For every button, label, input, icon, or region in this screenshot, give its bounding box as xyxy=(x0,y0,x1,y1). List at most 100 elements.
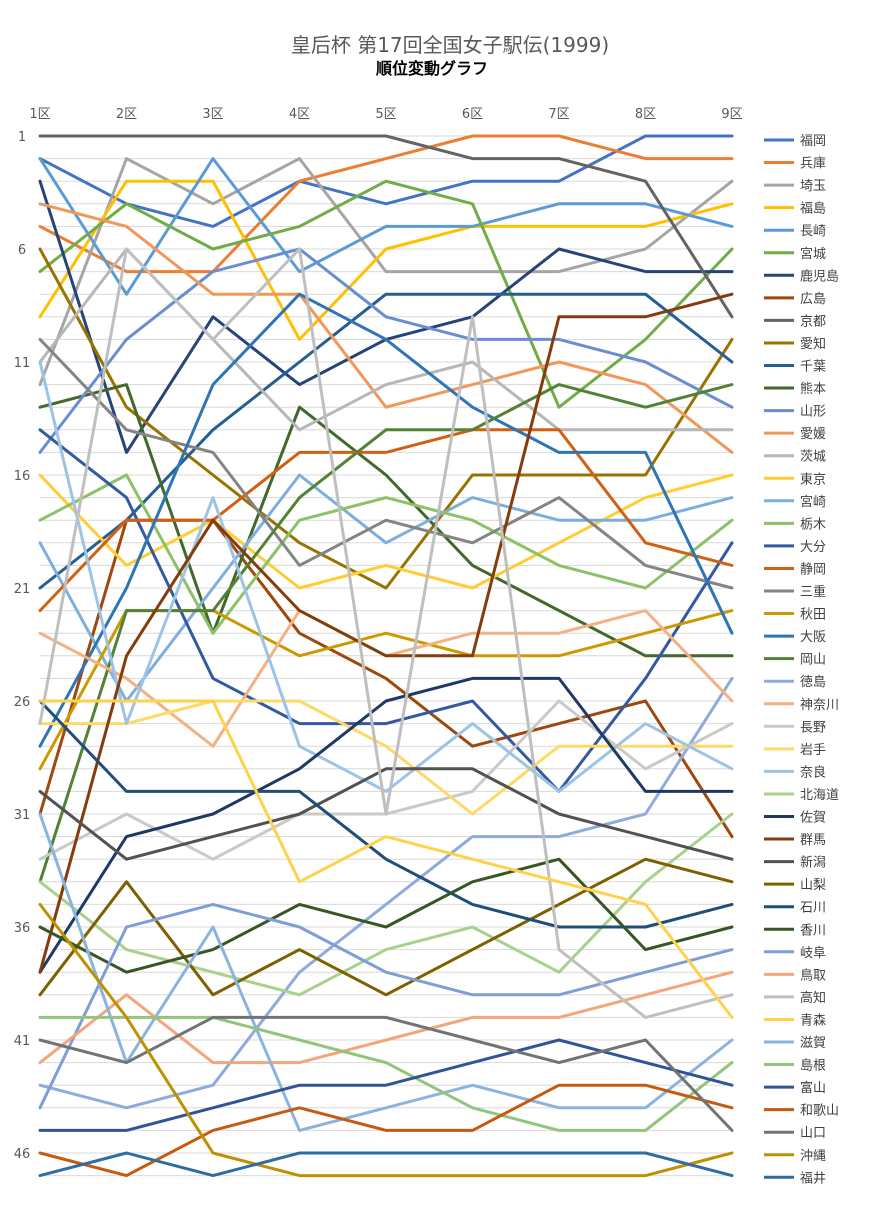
series-lines xyxy=(38,134,734,1178)
series-line xyxy=(38,1151,734,1178)
legend-label: 京都 xyxy=(800,314,826,329)
legend-label: 徳島 xyxy=(800,675,826,690)
legend-label: 沖縄 xyxy=(800,1149,826,1164)
y-tick-label: 31 xyxy=(14,808,31,823)
series-line xyxy=(38,337,734,590)
legend-label: 千葉 xyxy=(800,360,826,375)
series-line xyxy=(38,473,734,635)
series-line xyxy=(38,767,734,861)
x-tick-label: 4区 xyxy=(289,107,310,122)
y-tick-label: 26 xyxy=(14,695,31,710)
legend-label: 高知 xyxy=(800,990,826,1006)
legend-label: 熊本 xyxy=(800,381,826,397)
series-line xyxy=(38,247,734,454)
series-line xyxy=(38,1015,734,1132)
series-line xyxy=(38,857,734,974)
x-tick-label: 8区 xyxy=(635,107,656,122)
series-line xyxy=(38,699,734,1019)
legend-label: 山口 xyxy=(800,1126,826,1141)
y-tick-label: 36 xyxy=(14,921,31,936)
legend-label: 佐賀 xyxy=(800,811,826,826)
legend: 福岡兵庫埼玉福島長崎宮城鹿児島広島京都愛知千葉熊本山形愛媛茨城東京宮崎栃木大分静… xyxy=(764,134,839,1186)
legend-label: 秋田 xyxy=(800,608,826,623)
legend-label: 長野 xyxy=(800,720,826,735)
legend-label: 鹿児島 xyxy=(800,268,839,284)
series-line xyxy=(38,360,734,793)
series-line xyxy=(38,812,734,997)
legend-label: 兵庫 xyxy=(800,157,826,172)
legend-label: 和歌山 xyxy=(800,1104,839,1119)
x-tick-label: 3区 xyxy=(202,107,223,122)
legend-label: 愛知 xyxy=(800,336,826,352)
legend-label: 岩手 xyxy=(800,743,826,758)
series-line xyxy=(38,676,734,1110)
series-line xyxy=(38,1038,734,1132)
legend-label: 広島 xyxy=(800,292,826,307)
series-line xyxy=(38,473,734,590)
series-line xyxy=(38,134,734,274)
x-tick-label: 9区 xyxy=(721,107,742,122)
chart-title: 皇后杯 第17回全国女子駅伝(1999) xyxy=(291,33,609,57)
x-tick-label: 5区 xyxy=(375,107,396,122)
legend-label: 宮城 xyxy=(800,246,826,262)
x-tick-label: 1区 xyxy=(29,107,50,122)
series-line xyxy=(38,247,734,1019)
legend-label: 東京 xyxy=(800,471,826,487)
y-tick-label: 1 xyxy=(18,130,26,145)
legend-label: 大分 xyxy=(800,540,826,555)
x-tick-label: 7区 xyxy=(548,107,569,122)
legend-label: 山形 xyxy=(800,405,826,420)
series-line xyxy=(38,134,734,319)
legend-label: 静岡 xyxy=(800,562,826,577)
legend-label: 島根 xyxy=(800,1059,826,1074)
legend-label: 香川 xyxy=(800,923,826,938)
series-line xyxy=(38,247,734,590)
series-line xyxy=(38,292,734,590)
legend-label: 茨城 xyxy=(800,450,826,465)
legend-label: 長崎 xyxy=(800,224,826,239)
series-line xyxy=(38,157,734,387)
legend-label: 石川 xyxy=(800,901,826,916)
legend-label: 群馬 xyxy=(800,833,826,848)
y-tick-label: 41 xyxy=(14,1034,31,1049)
legend-label: 神奈川 xyxy=(800,698,839,713)
y-tick-label: 6 xyxy=(18,243,26,258)
series-line xyxy=(38,699,734,816)
series-line xyxy=(38,699,734,929)
y-tick-label: 21 xyxy=(14,582,31,597)
legend-label: 福井 xyxy=(800,1171,826,1186)
series-line xyxy=(38,179,734,341)
series-line xyxy=(38,902,734,1178)
series-line xyxy=(38,902,734,1110)
legend-label: 奈良 xyxy=(800,764,826,780)
x-axis-ticks: 1区 2区 3区 4区 5区 6区 7区 8区 9区 xyxy=(29,107,742,122)
legend-label: 山梨 xyxy=(800,878,826,893)
series-line xyxy=(38,202,734,454)
series-line xyxy=(38,428,734,793)
series-line xyxy=(38,1015,734,1132)
y-tick-label: 46 xyxy=(14,1147,31,1162)
legend-label: 福岡 xyxy=(800,134,826,149)
legend-label: 滋賀 xyxy=(800,1036,826,1051)
chart-subtitle: 順位変動グラフ xyxy=(375,59,488,78)
legend-label: 岐阜 xyxy=(800,945,826,961)
legend-label: 福島 xyxy=(800,202,826,217)
series-line xyxy=(38,179,734,409)
legend-label: 栃木 xyxy=(800,517,826,532)
series-line xyxy=(38,676,734,974)
legend-label: 富山 xyxy=(800,1080,826,1096)
legend-label: 大阪 xyxy=(800,630,826,645)
series-line xyxy=(38,473,734,703)
y-tick-label: 16 xyxy=(14,469,31,484)
legend-label: 新潟 xyxy=(800,855,826,871)
x-tick-label: 6区 xyxy=(462,107,483,122)
legend-label: 青森 xyxy=(800,1013,826,1028)
legend-label: 鳥取 xyxy=(800,968,826,983)
legend-label: 宮崎 xyxy=(800,494,826,510)
series-line xyxy=(38,292,734,974)
legend-label: 北海道 xyxy=(800,788,839,803)
legend-label: 岡山 xyxy=(800,653,826,668)
series-line xyxy=(38,292,734,748)
